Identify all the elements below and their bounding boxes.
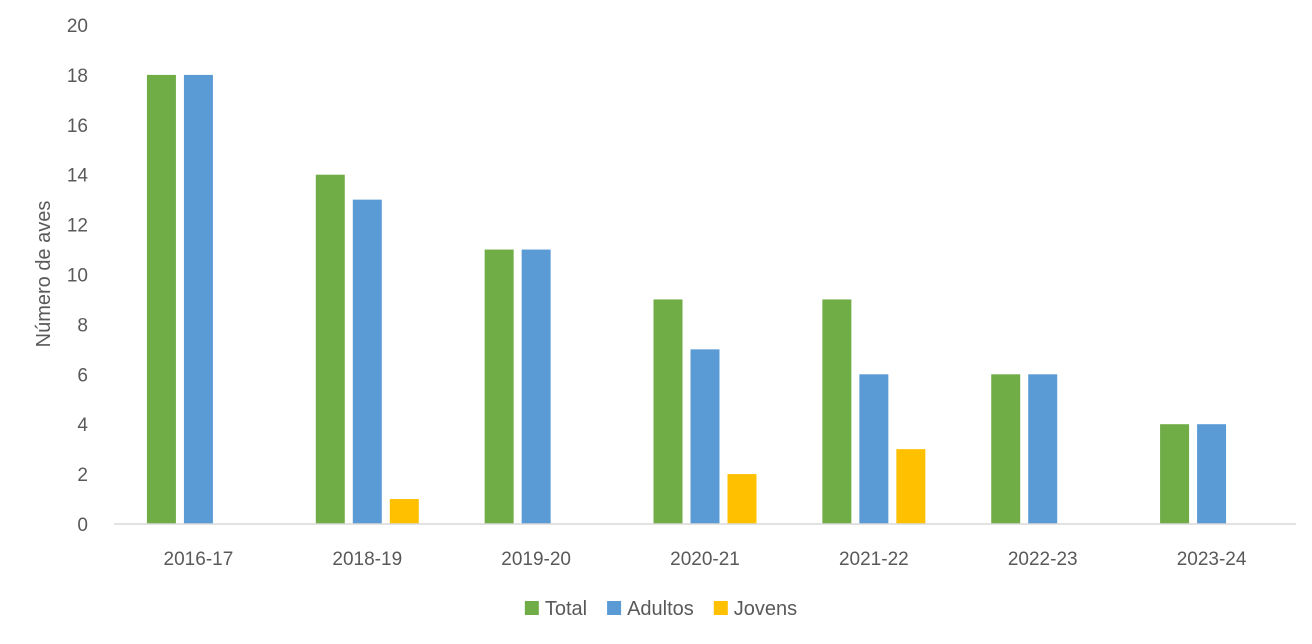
bar-total-2021-22: [822, 299, 852, 524]
legend-label: Total: [545, 598, 587, 620]
y-axis-title: Número de aves: [33, 201, 55, 348]
bar-adultos-2022-23: [1028, 374, 1058, 524]
legend-label: Adultos: [627, 598, 694, 620]
bar-total-2020-21: [653, 299, 683, 524]
y-tick-label: 0: [77, 515, 88, 536]
bar-adultos-2016-17: [183, 74, 213, 525]
legend-item-total: Total: [524, 598, 587, 620]
x-tick-label: 2019-20: [501, 549, 571, 570]
x-tick-label: 2023-24: [1177, 549, 1247, 570]
x-tick-label: 2018-19: [332, 549, 402, 570]
y-tick-label: 10: [67, 266, 88, 287]
bar-total-2022-23: [991, 374, 1021, 524]
bar-jovens-2020-21: [727, 474, 757, 524]
bar-jovens-2021-22: [896, 449, 926, 524]
bar-total-2019-20: [484, 249, 514, 525]
x-tick-label: 2020-21: [670, 549, 740, 570]
bar-adultos-2021-22: [859, 374, 889, 524]
x-tick-label: 2021-22: [839, 549, 909, 570]
y-tick-label: 16: [67, 116, 88, 137]
bar-adultos-2020-21: [690, 349, 720, 524]
legend-swatch: [713, 601, 728, 615]
legend-swatch: [607, 601, 622, 615]
bar-total-2016-17: [146, 74, 176, 525]
y-tick-label: 8: [77, 315, 88, 336]
y-tick-label: 18: [67, 66, 88, 87]
bar-adultos-2023-24: [1197, 424, 1227, 524]
legend-label: Jovens: [734, 598, 797, 620]
y-tick-label: 14: [67, 166, 89, 187]
x-tick-label: 2016-17: [164, 549, 234, 570]
legend-item-adultos: Adultos: [607, 598, 694, 620]
y-tick-label: 4: [77, 415, 88, 436]
y-tick-label: 20: [67, 16, 88, 37]
bar-adultos-2018-19: [352, 199, 382, 524]
x-tick-label: 2022-23: [1008, 549, 1078, 570]
y-tick-label: 6: [77, 365, 88, 386]
bar-total-2018-19: [315, 174, 345, 524]
y-axis-ticks: 0 2 4 6 8 10 12 14 16 18 20: [67, 16, 89, 536]
x-axis-ticks: 2016-17 2018-19 2019-20 2020-21 2021-22 2022-…: [164, 549, 1247, 570]
legend-swatch: [524, 601, 539, 615]
y-tick-label: 12: [67, 216, 88, 237]
bar-total-2023-24: [1160, 424, 1190, 524]
bar-jovens-2018-19: [389, 499, 419, 524]
y-tick-label: 2: [77, 465, 88, 486]
chart-bars: [146, 74, 1227, 525]
legend-item-jovens: Jovens: [713, 598, 797, 620]
bar-adultos-2019-20: [521, 249, 551, 525]
legend: Total Adultos Jovens: [524, 598, 797, 620]
